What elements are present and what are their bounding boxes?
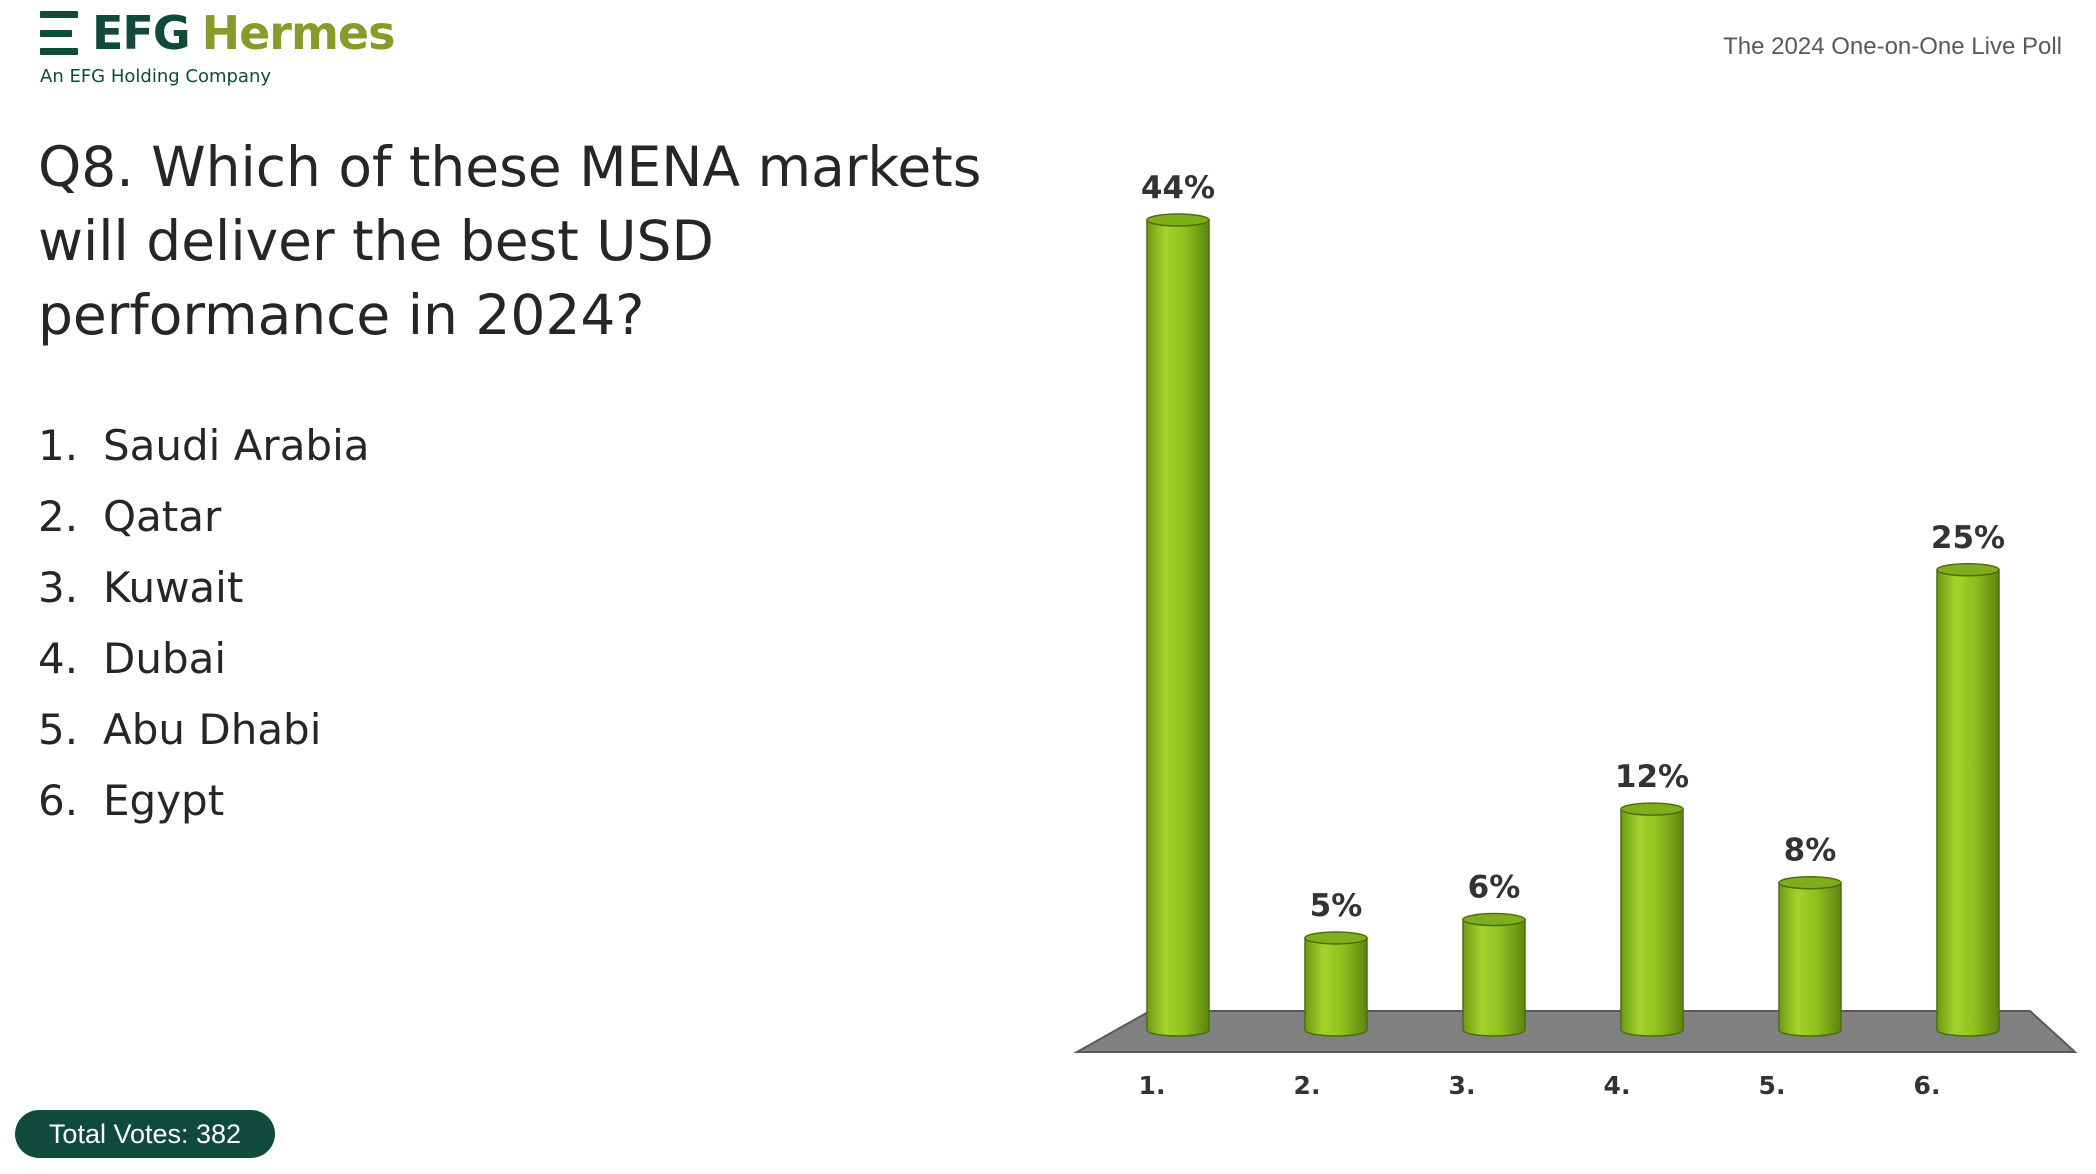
option-number: 1. xyxy=(38,421,79,470)
x-tick-label: 1. xyxy=(1139,1071,1166,1100)
logo-subtitle: An EFG Holding Company xyxy=(40,66,272,87)
option-label: Kuwait xyxy=(103,563,244,612)
answer-options-list: 1. Saudi Arabia 2. Qatar 3. Kuwait 4. Dubai … xyxy=(38,410,370,836)
bar-value-label: 8% xyxy=(1784,833,1837,869)
option-label: Egypt xyxy=(103,776,225,825)
option-label: Dubai xyxy=(103,634,227,683)
option-item: 5. Abu Dhabi xyxy=(38,694,370,765)
x-tick-label: 6. xyxy=(1914,1071,1941,1100)
bar-value-label: 5% xyxy=(1310,888,1363,924)
bar-4 xyxy=(1620,802,1684,1037)
option-item: 3. Kuwait xyxy=(38,552,370,623)
bar-value-label: 12% xyxy=(1615,759,1689,795)
bar-3 xyxy=(1462,912,1526,1037)
x-tick-label: 4. xyxy=(1604,1071,1631,1100)
option-label: Abu Dhabi xyxy=(103,705,322,754)
chart-floor xyxy=(1073,1010,2078,1053)
bar-body xyxy=(1936,569,2000,1037)
option-number: 4. xyxy=(38,634,79,683)
logo-brand-part2: Hermes xyxy=(201,6,396,60)
company-logo: EFG Hermes An EFG Holding Company xyxy=(40,6,396,87)
bar-body xyxy=(1620,808,1684,1037)
option-item: 2. Qatar xyxy=(38,481,370,552)
bar-value-label: 6% xyxy=(1468,870,1521,906)
bar-6 xyxy=(1936,563,2000,1037)
bar-value-label: 44% xyxy=(1141,170,1215,206)
bar-body xyxy=(1146,219,1210,1037)
bar-2 xyxy=(1304,931,1368,1037)
bar-value-label: 25% xyxy=(1931,520,2005,556)
bar-top xyxy=(1462,912,1526,927)
x-tick-label: 3. xyxy=(1449,1071,1476,1100)
bar-5 xyxy=(1778,875,1842,1037)
option-item: 4. Dubai xyxy=(38,623,370,694)
question-text: Q8. Which of these MENA markets will del… xyxy=(38,135,982,347)
option-label: Qatar xyxy=(103,492,222,541)
bar-top xyxy=(1778,875,1842,890)
option-number: 6. xyxy=(38,776,79,825)
option-number: 5. xyxy=(38,705,79,754)
bar-body xyxy=(1778,881,1842,1037)
logo-brand-part1: EFG xyxy=(92,6,191,60)
bar-1 xyxy=(1146,213,1210,1037)
bar-body xyxy=(1304,937,1368,1037)
bar-top xyxy=(1936,563,2000,577)
x-tick-label: 5. xyxy=(1759,1071,1786,1100)
option-item: 6. Egypt xyxy=(38,765,370,836)
option-item: 1. Saudi Arabia xyxy=(38,410,370,481)
total-votes-badge: Total Votes: 382 xyxy=(15,1110,275,1158)
poll-title: The 2024 One-on-One Live Poll xyxy=(1723,33,2062,60)
option-number: 2. xyxy=(38,492,79,541)
bar-body xyxy=(1462,918,1526,1037)
option-label: Saudi Arabia xyxy=(103,421,370,470)
bar-top xyxy=(1146,213,1210,227)
option-number: 3. xyxy=(38,563,79,612)
bar-top xyxy=(1620,802,1684,816)
bar-top xyxy=(1304,931,1368,945)
x-tick-label: 2. xyxy=(1294,1071,1321,1100)
logo-mark-icon xyxy=(40,11,78,55)
